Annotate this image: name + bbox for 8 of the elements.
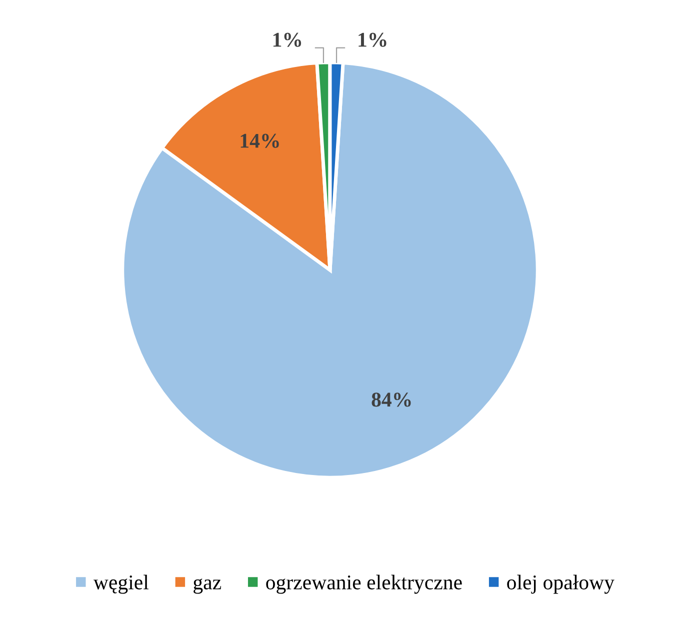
data-label: 1% [273,32,302,47]
data-label: 14% [240,134,279,148]
data-label: 84% [372,392,411,407]
data-label: 1% [358,32,386,47]
legend-label: ogrzewanie elektryczne [266,574,462,594]
legend-label: węgiel [93,574,149,594]
legend-label: olej opałowy [507,574,614,594]
legend-label: gaz [194,578,222,594]
